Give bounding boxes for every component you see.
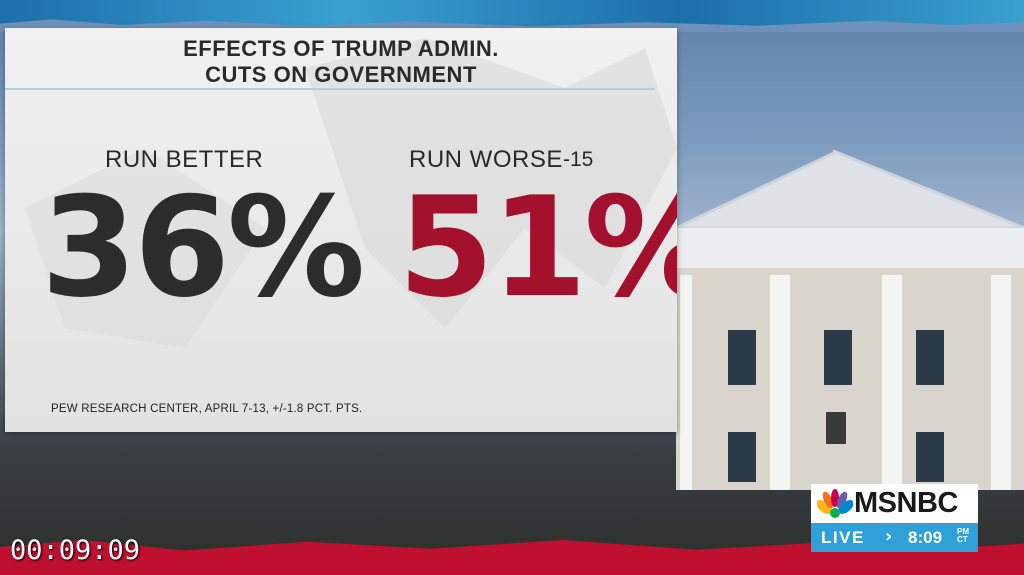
run-worse-label: RUN WORSE <box>409 146 563 173</box>
run-better-label: RUN BETTER <box>105 146 264 173</box>
watermark-pattern <box>25 38 677 348</box>
network-logo-text: MSNBC <box>854 487 958 519</box>
broadcast-time: 8:09 <box>908 528 943 547</box>
live-label: LIVE <box>821 528 865 547</box>
broadcast-ampm-tz: PM CT <box>957 528 969 544</box>
live-bar <box>811 523 978 552</box>
run-worse-value: 51% <box>398 167 677 328</box>
ampm-label: PM <box>957 527 969 536</box>
timezone-label: CT <box>957 535 968 544</box>
run-better-value: 36% <box>41 167 365 328</box>
poll-source: PEW RESEARCH CENTER, APRIL 7-13, +/-1.8 … <box>51 403 363 415</box>
poll-graphic-panel: EFFECTS OF TRUMP ADMIN. CUTS ON GOVERNME… <box>5 28 677 432</box>
network-logo-area: MSNBC <box>811 484 978 523</box>
graphic-title-line1: EFFECTS OF TRUMP ADMIN. <box>183 36 499 61</box>
title-divider <box>5 88 655 90</box>
network-bug: MSNBC LIVE › 8:09 PM CT <box>811 484 978 552</box>
graphic-title-line2: CUTS ON GOVERNMENT <box>205 62 477 87</box>
playback-timer: 00:09:09 <box>10 535 141 566</box>
white-house-illustration <box>676 150 1024 490</box>
peacock-icon <box>817 489 853 518</box>
run-worse-difference: -15 <box>563 148 594 171</box>
chevron-right-icon: › <box>885 526 893 547</box>
